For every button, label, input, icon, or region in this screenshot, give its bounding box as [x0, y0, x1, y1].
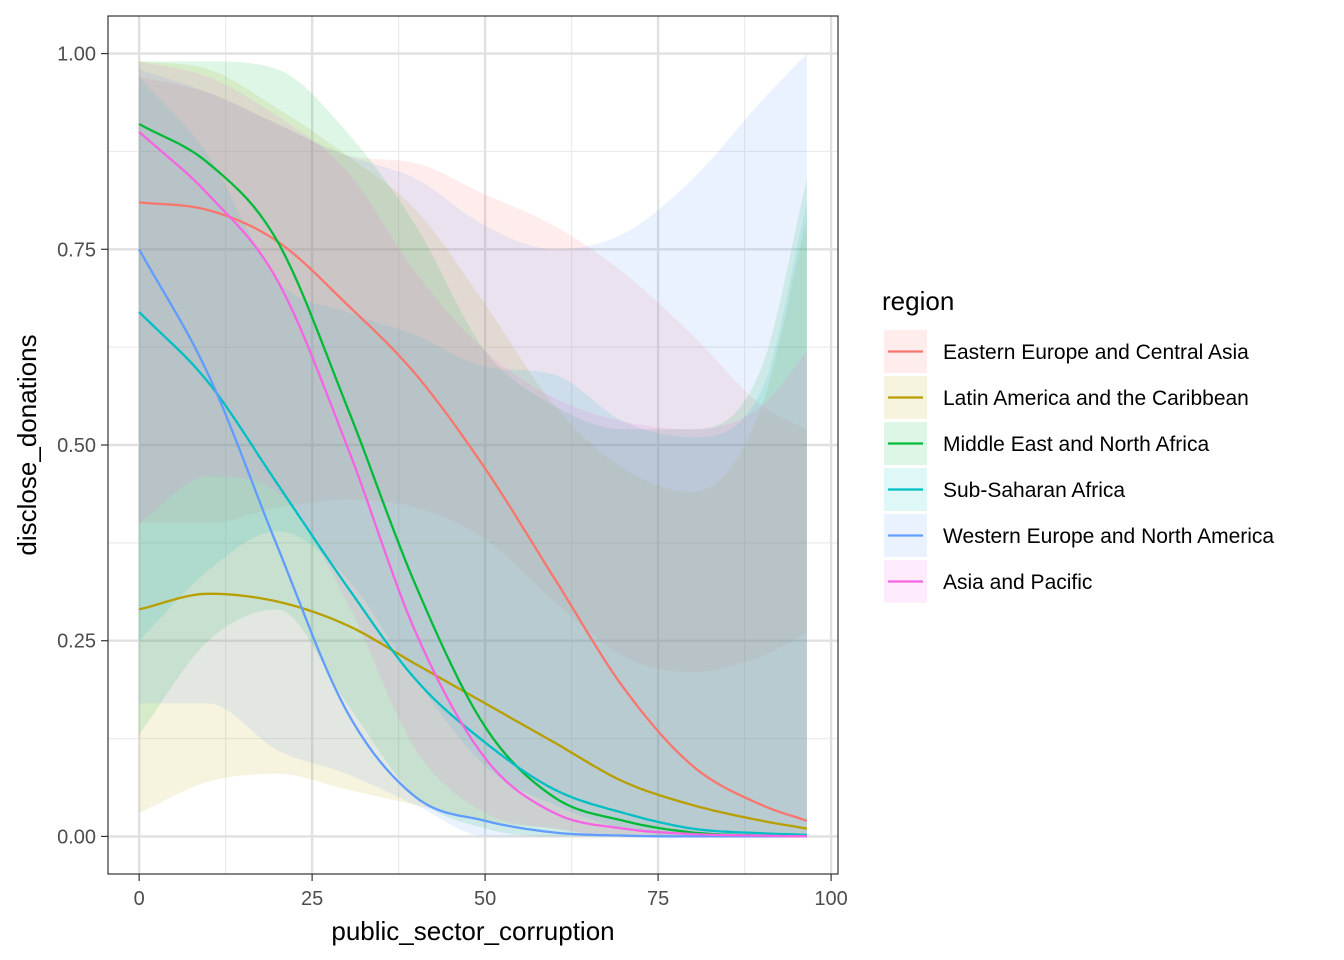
grid-major-lines — [108, 16, 838, 874]
x-tick-label: 0 — [134, 888, 145, 910]
legend-label: Eastern Europe and Central Asia — [943, 341, 1249, 364]
ribbon-series-4 — [139, 77, 807, 837]
y-tick-label: 0.50 — [57, 435, 96, 457]
series-lines — [138, 122, 808, 838]
line-series-6 — [138, 131, 807, 838]
y-tick-label: 0.25 — [57, 631, 96, 653]
legend-item: Latin America and the Caribbean — [884, 376, 1249, 419]
line-series-4 — [138, 311, 807, 837]
legend-label: Middle East and North Africa — [943, 433, 1209, 456]
y-axis-title: disclose_donations — [12, 334, 42, 555]
x-tick-label: 75 — [647, 888, 669, 910]
legend-item: Sub-Saharan Africa — [884, 468, 1125, 511]
legend-item: Western Europe and North America — [884, 514, 1274, 557]
x-tick-label: 100 — [814, 888, 847, 910]
legend-title: region — [882, 286, 954, 316]
line-series-3 — [138, 122, 807, 838]
y-tick-label: 1.00 — [57, 44, 96, 66]
legend-label: Latin America and the Caribbean — [943, 387, 1249, 410]
legend-item: Asia and Pacific — [884, 560, 1092, 603]
legend: region Eastern Europe and Central Asia La… — [882, 286, 1274, 603]
legend-label: Asia and Pacific — [943, 571, 1092, 594]
line-series-5 — [138, 248, 807, 838]
axis-ticks — [101, 52, 832, 881]
y-tick-labels: 0.00 0.25 0.50 0.75 1.00 — [57, 44, 96, 849]
x-tick-label: 25 — [301, 888, 323, 910]
y-tick-label: 0.00 — [57, 826, 96, 848]
line-series-2 — [138, 592, 808, 830]
x-tick-labels: 0 25 50 75 100 — [134, 888, 848, 910]
legend-label: Western Europe and North America — [943, 525, 1274, 548]
x-axis-title: public_sector_corruption — [331, 916, 614, 946]
ribbon-series-1 — [139, 77, 807, 673]
plot-area — [107, 15, 839, 875]
y-tick-label: 0.75 — [57, 239, 96, 261]
legend-label: Sub-Saharan Africa — [943, 479, 1125, 502]
legend-item: Middle East and North Africa — [884, 422, 1209, 465]
legend-items: Eastern Europe and Central Asia Latin Ame… — [884, 330, 1274, 603]
ribbon-series-5 — [139, 53, 807, 837]
legend-item: Eastern Europe and Central Asia — [884, 330, 1249, 373]
line-series-1 — [138, 201, 808, 822]
x-tick-label: 50 — [474, 888, 496, 910]
